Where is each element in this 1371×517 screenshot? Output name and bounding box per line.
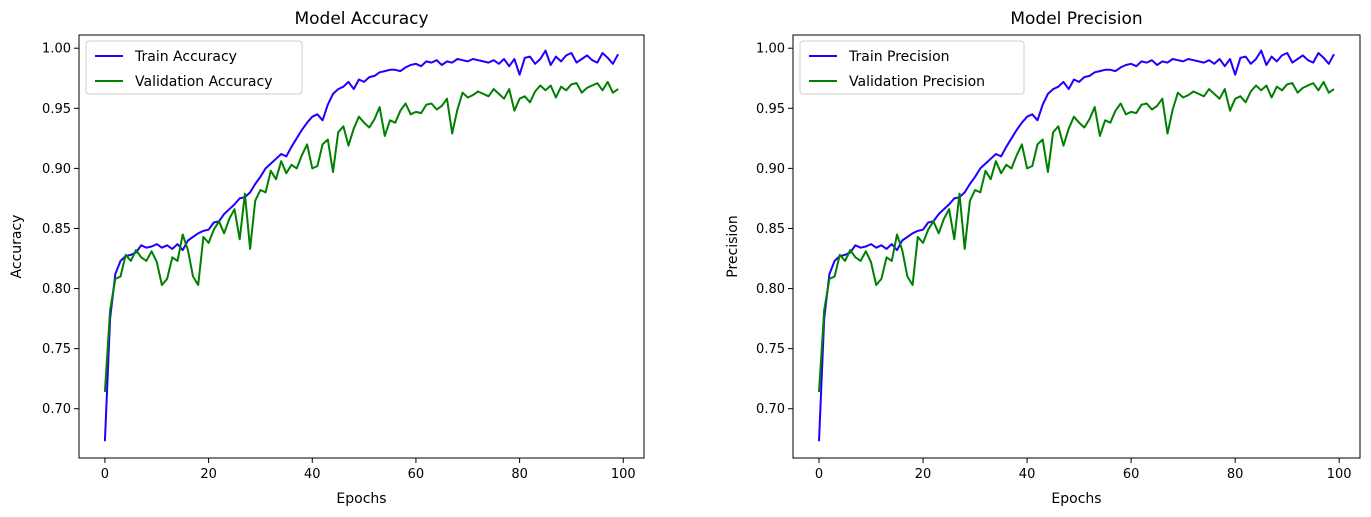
series-line-train-accuracy (103, 49, 619, 442)
y-tick-label: 0.85 (756, 222, 785, 237)
y-tick-label: 0.95 (42, 102, 71, 117)
legend: Train Accuracy Validation Accuracy (85, 40, 303, 95)
y-tick-label: 0.80 (756, 282, 785, 297)
legend: Train Precision Validation Precision (799, 40, 1025, 95)
y-tick-label: 0.75 (756, 342, 785, 357)
y-axis-label: Precision (725, 215, 741, 277)
x-tick-label: 100 (611, 467, 636, 482)
legend-box (85, 40, 303, 95)
x-tick-label: 40 (1019, 467, 1036, 482)
x-tick-label: 40 (304, 467, 321, 482)
x-tick-label: 0 (815, 467, 823, 482)
y-tick-label: 0.95 (756, 102, 785, 117)
chart-0: Model Accuracy 0 20 40 60 80 100 0.70 0.75 0.80 0.… (9, 9, 645, 507)
x-tick-label: 60 (1123, 467, 1140, 482)
plot-frame (78, 34, 645, 459)
y-tick-label: 0.90 (756, 162, 785, 177)
legend-box (799, 40, 1025, 95)
x-tick-label: 60 (408, 467, 425, 482)
chart-1: Model Precision 0 20 40 60 80 100 0.70 0.75 0.80 0… (725, 9, 1361, 507)
series-line-validation-accuracy (103, 80, 619, 392)
legend-label: Validation Accuracy (135, 74, 273, 90)
series-line-train-precision (818, 49, 1335, 442)
x-tick-label: 100 (1327, 467, 1352, 482)
chart-title: Model Accuracy (294, 9, 428, 29)
y-axis-label: Accuracy (9, 215, 25, 279)
x-axis-label: Epochs (336, 491, 386, 507)
x-tick-label: 20 (200, 467, 217, 482)
x-tick-label: 80 (1227, 467, 1244, 482)
y-tick-label: 0.85 (42, 222, 71, 237)
legend-label: Validation Precision (849, 74, 985, 90)
x-tick-label: 0 (101, 467, 109, 482)
y-tick-label: 0.70 (756, 402, 785, 417)
y-tick-label: 1.00 (756, 42, 785, 57)
y-tick-label: 1.00 (42, 42, 71, 57)
y-tick-label: 0.80 (42, 282, 71, 297)
legend-label: Train Accuracy (134, 49, 237, 65)
y-tick-label: 0.70 (42, 402, 71, 417)
plot-frame (792, 34, 1361, 459)
legend-label: Train Precision (848, 49, 950, 65)
y-tick-label: 0.90 (42, 162, 71, 177)
chart-title: Model Precision (1010, 9, 1142, 29)
x-axis-label: Epochs (1051, 491, 1101, 507)
x-tick-label: 20 (915, 467, 932, 482)
series-line-validation-precision (818, 80, 1335, 392)
y-tick-label: 0.75 (42, 342, 71, 357)
x-tick-label: 80 (511, 467, 528, 482)
